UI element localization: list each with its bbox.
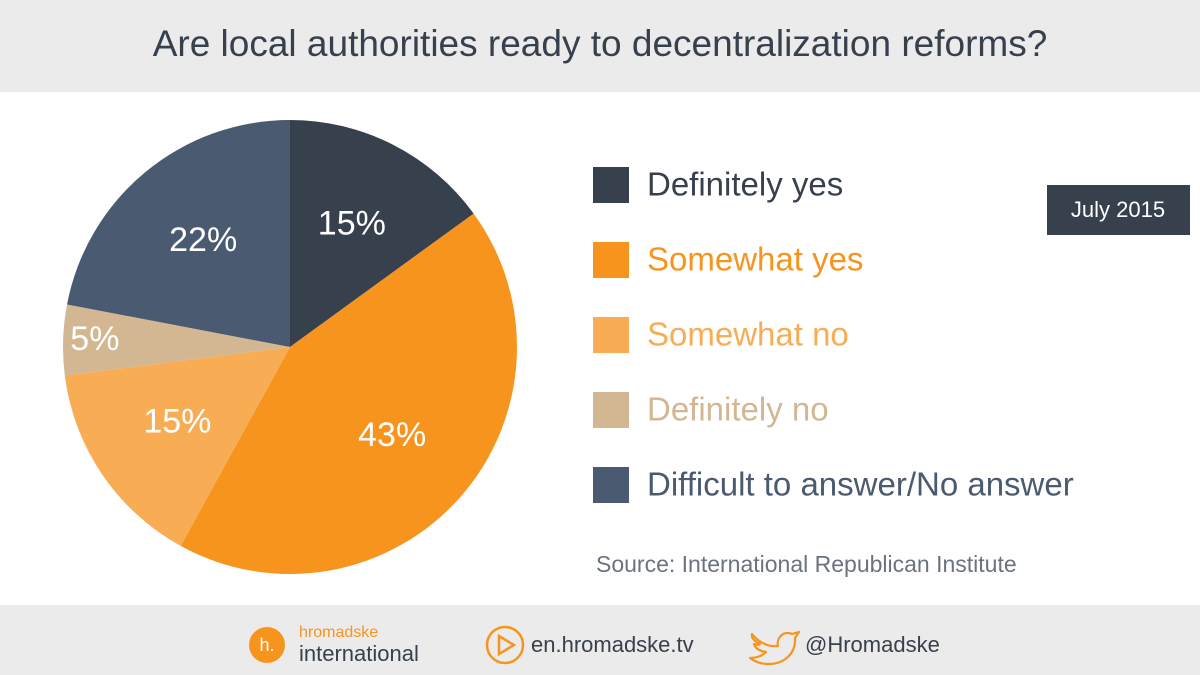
value-label: 5% xyxy=(70,320,119,358)
chart-title: Are local authorities ready to decentral… xyxy=(153,23,1048,64)
website: en.hromadske.tv xyxy=(531,632,694,657)
legend-label: Somewhat yes xyxy=(647,241,863,278)
logo-top: hromadske xyxy=(299,624,378,641)
annotation-box xyxy=(1047,185,1190,235)
play-icon xyxy=(485,625,525,665)
twitter-handle: @Hromadske xyxy=(805,632,940,657)
pie-slice xyxy=(67,119,290,347)
play-triangle xyxy=(497,633,517,657)
pie-slice xyxy=(290,120,474,347)
legend-label: Definitely yes xyxy=(647,166,843,203)
annotation: July 2015 xyxy=(1071,197,1165,222)
twitter-icon xyxy=(748,630,801,666)
legend-swatch xyxy=(593,392,629,428)
legend-swatch xyxy=(593,467,629,503)
title-bar xyxy=(0,0,1200,92)
pie: 15% 43% 15% 5% 22% xyxy=(63,119,518,575)
logo-mark: h. xyxy=(259,635,274,655)
value-label: 15% xyxy=(318,205,386,243)
legend: Definitely yes Somewhat yes Somewhat no Def… xyxy=(593,166,1074,503)
value-label: 22% xyxy=(169,221,237,259)
pie-slice xyxy=(180,213,518,575)
pie-slice xyxy=(63,304,291,376)
legend-swatch xyxy=(593,317,629,353)
legend-label: Somewhat no xyxy=(647,316,849,353)
source: Source: International Republican Institu… xyxy=(596,551,1017,577)
legend-label: Definitely no xyxy=(647,391,829,428)
value-label: 43% xyxy=(358,416,426,454)
legend-swatch xyxy=(593,167,629,203)
footer-bar xyxy=(0,605,1200,675)
pie-slice xyxy=(64,347,290,546)
legend-swatch xyxy=(593,242,629,278)
logo-circle xyxy=(249,627,285,663)
logo-bottom: international xyxy=(299,641,419,666)
value-label: 15% xyxy=(143,403,211,441)
legend-label: Difficult to answer/No answer xyxy=(647,466,1074,503)
